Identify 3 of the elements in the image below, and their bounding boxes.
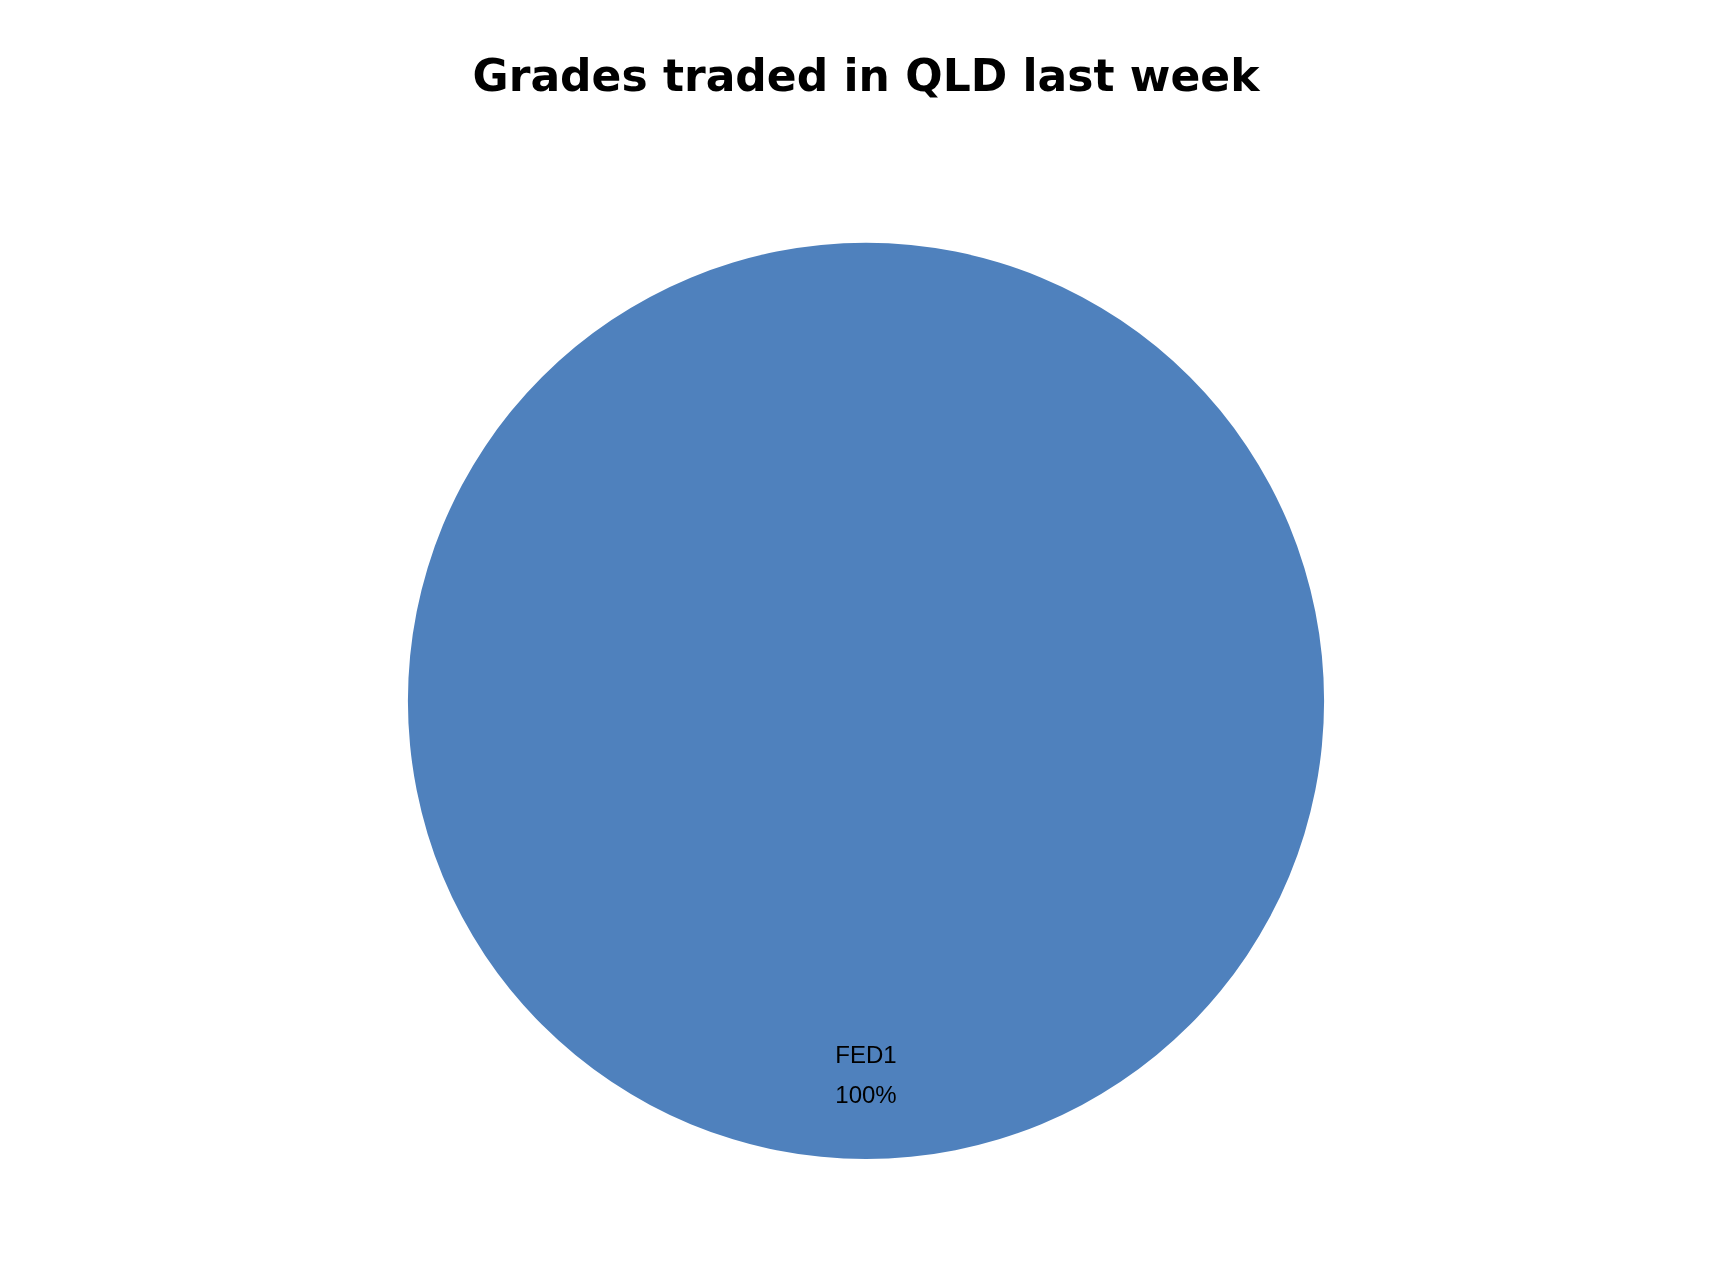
slice-label: FED1 [835, 1041, 897, 1069]
chart-title: Grades traded in QLD last week [472, 49, 1262, 101]
data-label: 100% [835, 1081, 897, 1109]
